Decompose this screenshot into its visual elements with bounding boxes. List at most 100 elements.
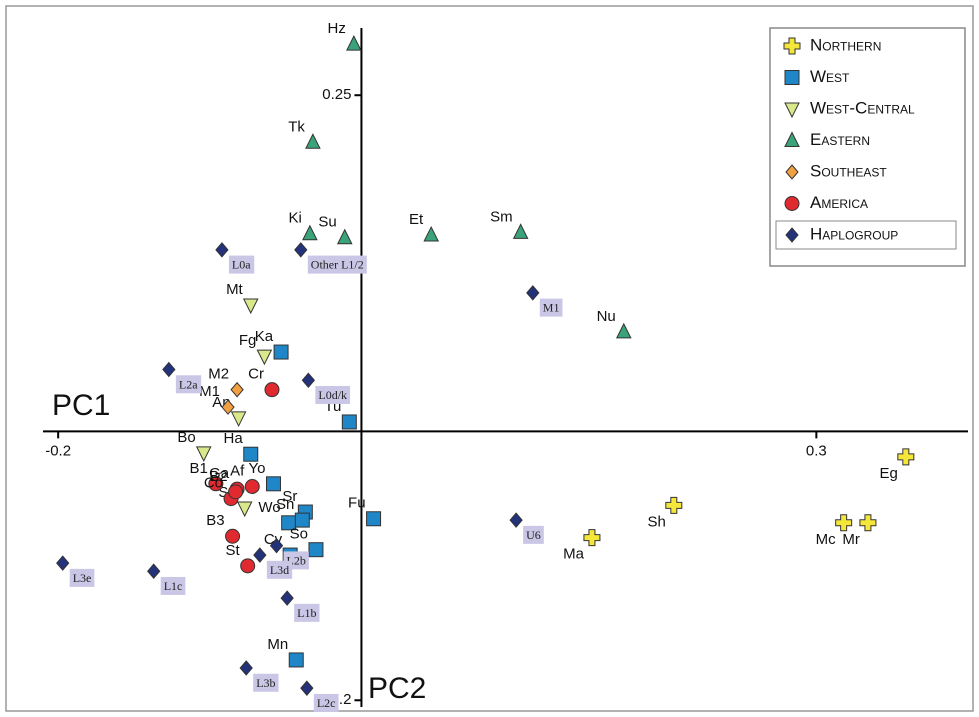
legend-label: Eastern (810, 130, 870, 149)
point-label: U6 (526, 528, 541, 542)
legend-label: West (810, 67, 850, 86)
point-label: L1c (164, 579, 183, 593)
point-label: St (226, 542, 241, 559)
point (228, 484, 244, 500)
haplogroup-label: U6 (523, 525, 544, 544)
y-tick-label: 0.25 (322, 86, 351, 103)
point-label: Ki (289, 210, 302, 227)
point (859, 514, 877, 532)
point-label: Ma (563, 546, 584, 563)
point-label: Cr (248, 366, 264, 383)
label-box (294, 603, 320, 622)
point-label: L3e (73, 571, 92, 585)
point-label: Mt (226, 281, 243, 298)
point-label: Other L1/2 (311, 258, 364, 272)
point (256, 349, 273, 366)
point-label: Fu (348, 495, 366, 512)
point (230, 411, 247, 428)
point (253, 547, 267, 563)
point (294, 242, 308, 258)
legend-highlight (775, 220, 957, 250)
point-label: Co (204, 475, 223, 492)
point-label: Fg (239, 332, 257, 349)
point (665, 496, 683, 514)
point-label: Et (409, 211, 424, 228)
point (162, 361, 176, 378)
legend-marker (784, 131, 800, 147)
haplogroup-label: Other L1/2 (307, 255, 367, 274)
x-axis-label: PC1 (52, 389, 110, 422)
point (273, 344, 289, 360)
point (302, 224, 318, 241)
point (243, 446, 259, 462)
haplogroup-label: M1 (539, 298, 563, 317)
point-label: So (290, 526, 308, 543)
point-label: Tk (288, 118, 305, 135)
point-label: B3 (206, 512, 224, 529)
label-box (69, 568, 95, 587)
point-label: Eg (879, 465, 897, 482)
point-label: Mn (267, 636, 288, 653)
point-label: B1 (190, 460, 208, 477)
legend-label: West-Central (810, 98, 915, 117)
point (583, 529, 601, 547)
point (195, 446, 212, 462)
point (308, 542, 324, 558)
point (230, 381, 244, 398)
haplogroup-label: L3d (266, 560, 293, 579)
point (897, 448, 915, 466)
point-label: L3d (270, 563, 289, 577)
legend-marker (784, 196, 800, 211)
point (305, 133, 321, 149)
label-box (160, 576, 186, 595)
legend-marker (785, 164, 799, 180)
y-axis-label: PC2 (368, 672, 426, 705)
haplogroup-label: L3e (69, 568, 95, 587)
label-box (266, 560, 293, 579)
point-label: L0a (232, 258, 251, 272)
label-box (175, 375, 202, 394)
point (221, 399, 235, 415)
point-label: Hz (328, 20, 346, 37)
point (240, 558, 256, 574)
point-label: M2 (208, 366, 229, 383)
point (208, 476, 224, 492)
point (512, 223, 529, 239)
haplogroup-label: L0d/k (315, 386, 351, 405)
point (366, 511, 382, 527)
legend-marker (784, 102, 800, 119)
point (244, 478, 260, 494)
point-label: Mc (816, 531, 836, 548)
point (239, 660, 253, 676)
point (215, 242, 229, 258)
legend-label: Southeast (810, 161, 887, 180)
legend-marker (784, 70, 800, 85)
point (264, 382, 280, 398)
x-tick-label: -0.2 (45, 442, 71, 459)
point-label: Wo (258, 499, 280, 516)
label-box (523, 525, 544, 544)
legend-label: Haplogroup (810, 224, 898, 243)
legend-label: Northern (810, 35, 881, 54)
point-label: M1 (543, 301, 560, 315)
legend-label: America (810, 193, 868, 212)
label-box (539, 298, 563, 317)
haplogroup-label: L1c (160, 576, 186, 595)
point-label: Ha (224, 430, 244, 447)
point (835, 514, 853, 532)
point-label: Su (318, 214, 336, 231)
point (300, 680, 314, 696)
legend-marker (785, 227, 799, 243)
x-tick-label: 0.3 (806, 442, 827, 459)
label-box (228, 255, 255, 274)
point-label: Sr (282, 488, 297, 505)
point-label: L2c (317, 696, 336, 710)
haplogroup-label: L1b (294, 603, 320, 622)
point-label: Af (230, 462, 245, 479)
point-label: B2 (209, 468, 227, 485)
point-label: Sh (647, 513, 665, 530)
point (341, 414, 357, 430)
point (280, 590, 294, 606)
point-label: L3b (256, 676, 275, 690)
point (615, 322, 632, 339)
